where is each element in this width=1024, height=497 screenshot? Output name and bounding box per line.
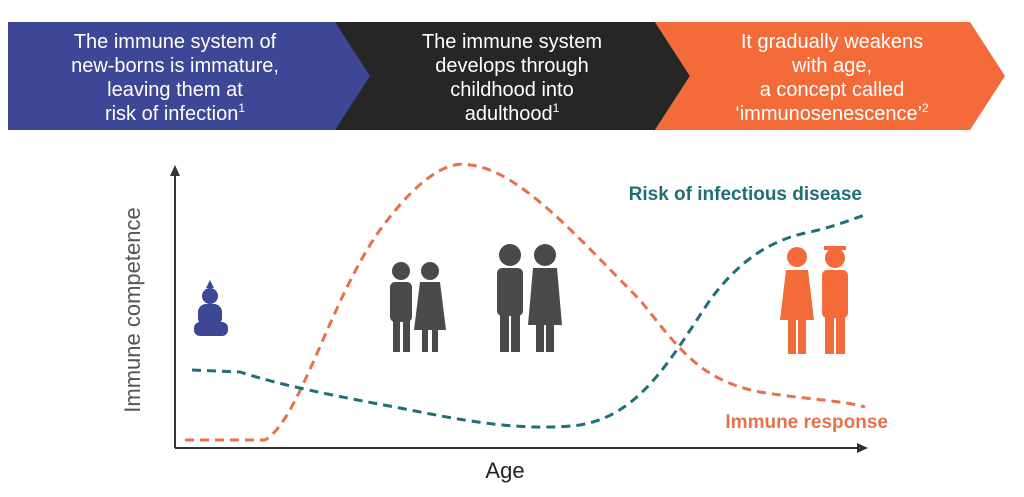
- footnote-ref: 1: [238, 101, 245, 115]
- banner-line-text: with age,: [791, 55, 872, 77]
- children-icon: [390, 262, 446, 352]
- banner-ageing: [655, 22, 1005, 130]
- banner-line: adulthood1: [465, 101, 560, 125]
- banner-line: with age,: [791, 55, 872, 77]
- footnote-ref: 2: [922, 101, 929, 115]
- baby-icon: [194, 280, 228, 336]
- immune-response-curve: [185, 162, 866, 442]
- risk-curve: [191, 213, 866, 429]
- elderly-icon: [780, 246, 848, 354]
- x-axis-label: Age: [485, 458, 524, 483]
- x-arrow: [857, 443, 868, 453]
- banner-line: a concept called: [760, 79, 905, 101]
- banner-line: ‘immunosenescence’2: [735, 101, 929, 125]
- banner-line-text: leaving them at: [107, 79, 243, 101]
- banner-line-text: risk of infection: [105, 103, 238, 125]
- response-label: Immune response: [725, 412, 888, 433]
- banner-line: The immune system: [422, 31, 602, 53]
- banner-line-text: ‘immunosenescence’: [735, 103, 922, 125]
- banner-line-text: The immune system of: [74, 31, 277, 53]
- banner-line-text: It gradually weakens: [741, 31, 923, 53]
- banner-line-text: The immune system: [422, 31, 602, 53]
- footnote-ref: 1: [553, 101, 560, 115]
- banner-line: childhood into: [450, 79, 573, 101]
- y-arrow: [170, 165, 180, 176]
- banner-line-text: childhood into: [450, 79, 573, 101]
- adults-icon: [497, 244, 562, 352]
- banner-line: It gradually weakens: [741, 31, 923, 53]
- banner-childhood: [335, 22, 690, 130]
- banner-line: The immune system of: [74, 31, 277, 53]
- banner-line-text: adulthood: [465, 103, 553, 125]
- risk-label: Risk of infectious disease: [629, 184, 862, 205]
- banner-line-text: develops through: [435, 55, 588, 77]
- banner-line: new-borns is immature,: [71, 55, 279, 77]
- banner-line: leaving them at: [107, 79, 243, 101]
- banner-newborn: [8, 22, 375, 130]
- y-axis-label: Immune competence: [120, 207, 145, 412]
- banner-line: develops through: [435, 55, 588, 77]
- banner-line-text: a concept called: [760, 79, 905, 101]
- banner-line: risk of infection1: [105, 101, 245, 125]
- banner-line-text: new-borns is immature,: [71, 55, 279, 77]
